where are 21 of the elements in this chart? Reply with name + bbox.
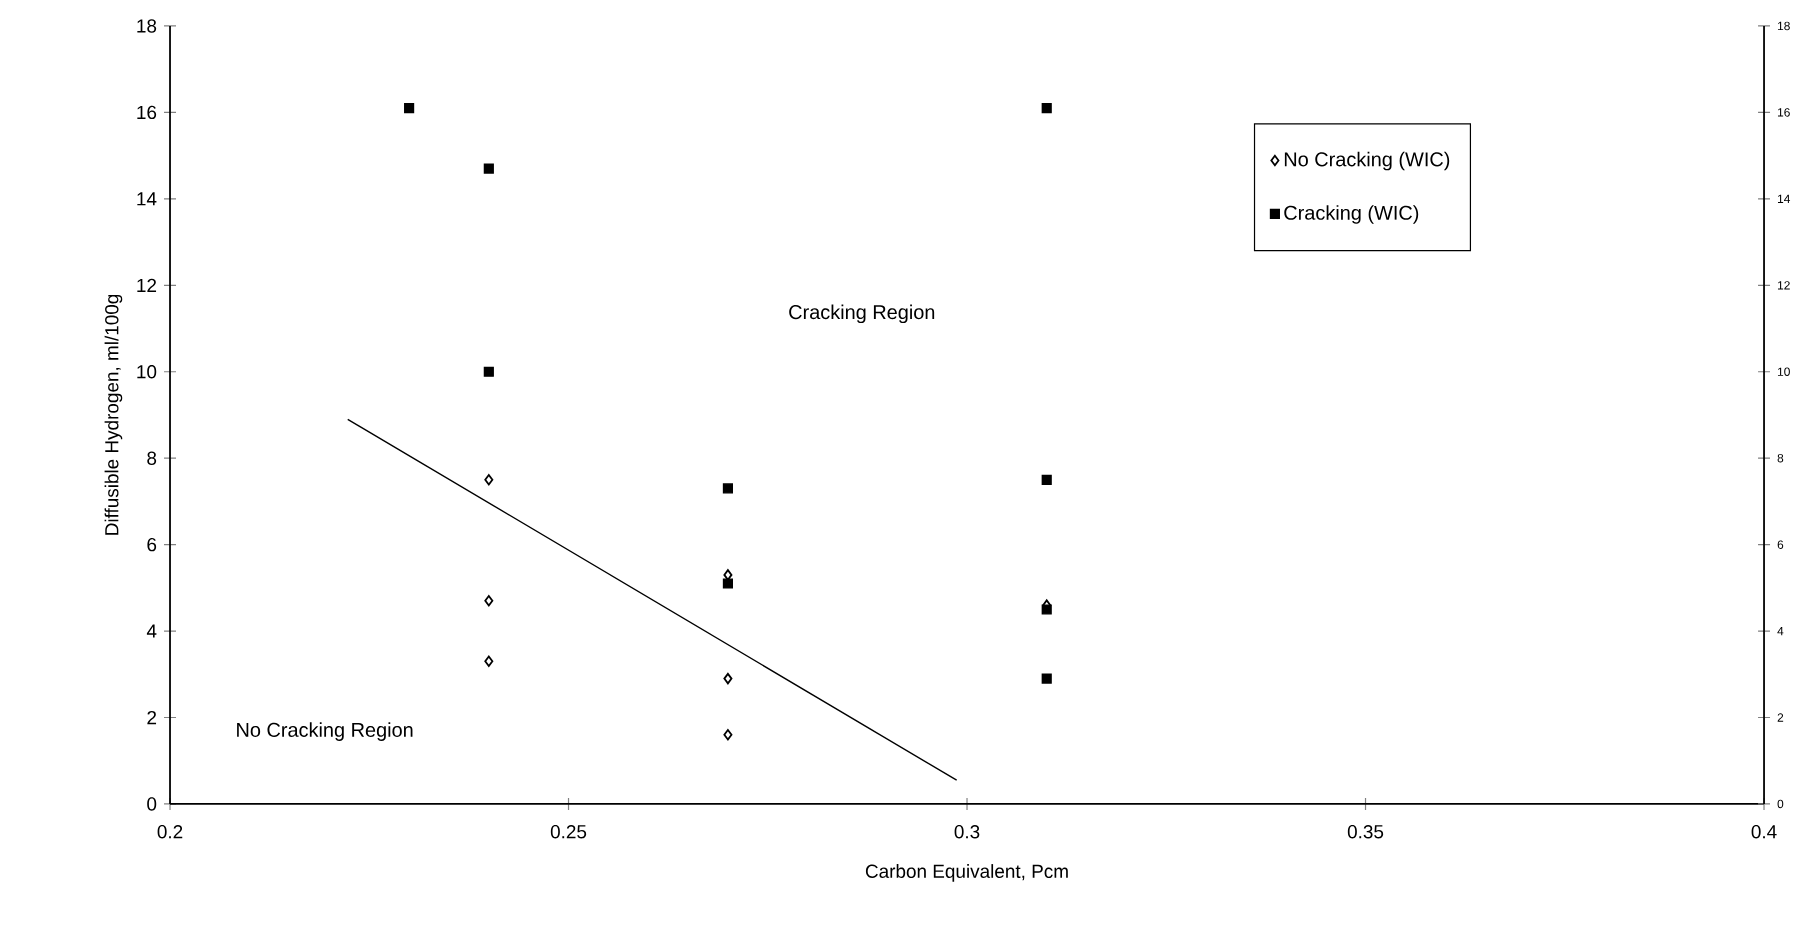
x-tick-label: 0.3 (954, 825, 980, 839)
annotation: Cracking Region (789, 304, 935, 324)
y-tick-label: 16 (137, 105, 157, 120)
y-tick-label: 4 (146, 624, 157, 638)
y-tick-label: 18 (137, 19, 157, 33)
x-tick-label: 0.2 (157, 825, 183, 839)
y-tick-label: 12 (137, 278, 157, 292)
x-tick-label: 0.25 (550, 825, 587, 839)
y-tick-label: 0 (147, 797, 157, 811)
y-tick-label: 2 (147, 710, 157, 725)
y-tick-label: 10 (137, 365, 157, 379)
y-tick-label: 8 (147, 451, 157, 465)
legend-label: No Cracking (WIC) (1284, 151, 1450, 171)
y-tick-label: 14 (137, 192, 157, 206)
legend-label: Cracking (WIC) (1284, 205, 1419, 224)
y-axis-title: Diffusible Hydrogen, ml/100g (104, 294, 123, 535)
y-tick-label: 6 (147, 537, 157, 552)
annotation: No Cracking Region (237, 722, 413, 741)
x-axis-title: Carbon Equivalent, Pcm (865, 864, 1068, 882)
x-tick-label: 0.35 (1347, 825, 1384, 839)
x-tick-label: 0.4 (1751, 825, 1777, 839)
